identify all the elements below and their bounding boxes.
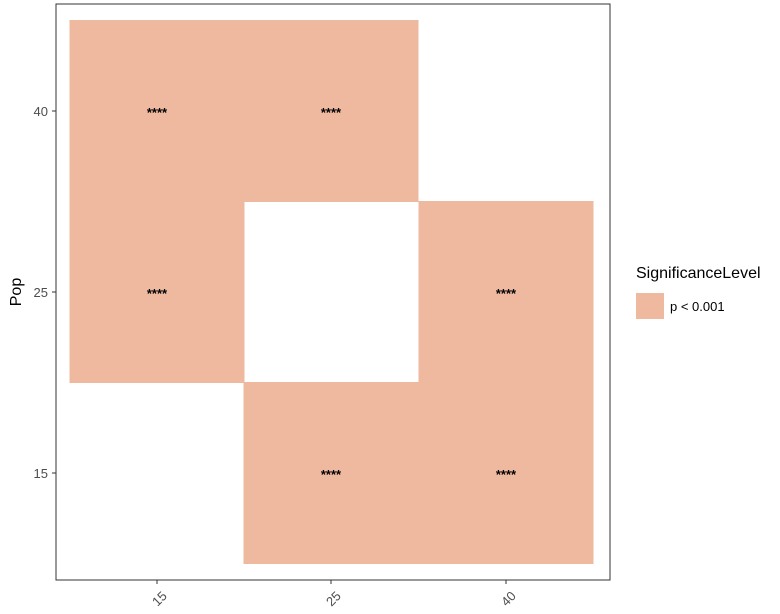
legend-key [636, 293, 664, 319]
heatmap-cell-x40-y15 [418, 382, 594, 564]
cell-label: **** [321, 105, 342, 120]
cell-label: **** [496, 286, 517, 301]
y-tick-label: 25 [34, 285, 48, 300]
heatmap-cell-x15-y40 [69, 20, 245, 202]
y-axis-title: Pop [8, 278, 25, 307]
cell-label: **** [321, 467, 342, 482]
legend-entry-label: p < 0.001 [670, 299, 725, 314]
cell-labels: **** **** **** **** **** **** [147, 105, 517, 482]
y-tick-label: 15 [34, 466, 48, 481]
heatmap-cell-x25-y15 [243, 382, 419, 564]
y-tick-label: 40 [34, 104, 48, 119]
cell-label: **** [496, 467, 517, 482]
legend: SignificanceLevel p < 0.001 [636, 265, 761, 319]
heatmap-cell-x40-y25 [418, 201, 594, 383]
cell-label: **** [147, 105, 168, 120]
heatmap-cell-x15-y25 [69, 201, 245, 383]
legend-title: SignificanceLevel [636, 265, 761, 282]
heatmap-cell-x25-y40 [243, 20, 419, 202]
cell-label: **** [147, 286, 168, 301]
heatmap-cells [69, 20, 594, 564]
